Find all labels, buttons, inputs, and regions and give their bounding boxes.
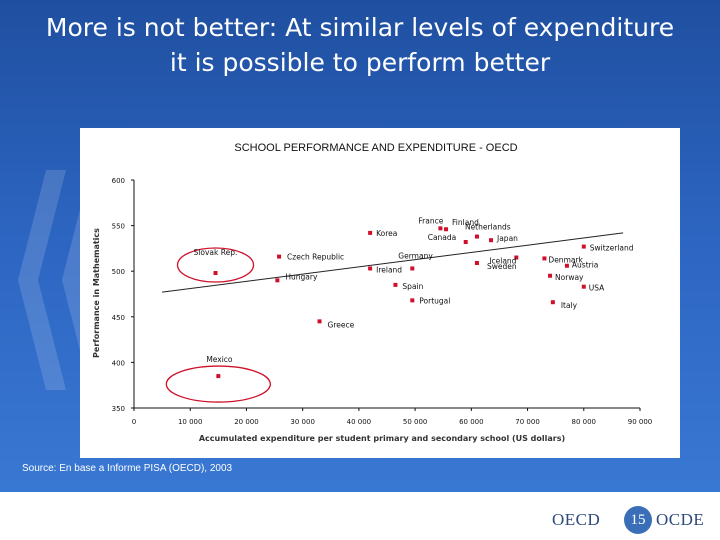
point-label-austria: Austria: [572, 261, 599, 270]
point-label-czech-republic: Czech Republic: [287, 253, 344, 262]
y-tick-label: 450: [112, 314, 125, 322]
data-point-iceland: [514, 255, 519, 260]
data-point-slovak-rep: [213, 271, 218, 276]
x-tick-label: 30 000: [290, 418, 315, 426]
point-label-norway: Norway: [555, 273, 584, 282]
y-axis-label: Performance in Mathematics: [92, 228, 101, 358]
point-label-sweden: Sweden: [487, 262, 517, 271]
point-label-portugal: Portugal: [419, 296, 450, 305]
x-tick-label: 80 000: [572, 418, 597, 426]
point-label-spain: Spain: [402, 282, 423, 291]
y-tick-label: 350: [112, 405, 125, 413]
data-point-finland: [444, 227, 449, 232]
data-point-greece: [317, 319, 322, 324]
point-label-mexico: Mexico: [206, 355, 233, 364]
x-axis-label: Accumulated expenditure per student prim…: [199, 434, 565, 443]
point-label-france: France: [418, 216, 443, 225]
chart-panel: [80, 128, 680, 458]
point-label-usa: USA: [589, 284, 605, 293]
data-point-norway: [548, 273, 553, 278]
y-tick-label: 500: [112, 268, 125, 276]
y-tick-label: 600: [112, 177, 125, 185]
point-label-slovak-rep: Slovak Rep.: [194, 248, 238, 257]
slide-title-line-2: it is possible to perform better: [169, 48, 551, 77]
point-label-korea: Korea: [376, 229, 397, 238]
data-point-korea: [368, 230, 373, 235]
x-tick-label: 40 000: [347, 418, 372, 426]
point-label-switzerland: Switzerland: [590, 244, 634, 253]
slide-title-line-1: More is not better: At similar levels of…: [45, 13, 675, 42]
x-tick-label: 20 000: [234, 418, 259, 426]
data-point-netherlands: [474, 234, 479, 239]
source-note: Source: En base a Informe PISA (OECD), 2…: [22, 463, 233, 474]
ocde-logo: OCDE: [656, 510, 705, 529]
data-point-denmark: [542, 256, 547, 261]
y-tick-label: 550: [112, 223, 125, 231]
data-point-ireland: [368, 266, 373, 271]
trend-line: [162, 232, 624, 293]
data-point-spain: [393, 282, 398, 287]
data-point-portugal: [410, 298, 415, 303]
point-label-greece: Greece: [328, 320, 355, 329]
point-label-italy: Italy: [561, 301, 578, 310]
point-label-hungary: Hungary: [285, 272, 318, 281]
data-point-germany: [410, 266, 415, 271]
data-point-mexico: [216, 374, 221, 379]
x-tick-label: 90 000: [628, 418, 653, 426]
data-point-japan: [489, 238, 494, 243]
data-point-sweden: [474, 260, 479, 265]
point-label-finland: Finland: [452, 218, 479, 227]
page-number-badge: 15: [624, 506, 652, 534]
x-tick-label: 0: [132, 418, 136, 426]
data-point-czech-republic: [277, 254, 282, 259]
point-label-netherlands: Netherlands: [465, 223, 511, 232]
data-point-switzerland: [581, 244, 586, 249]
chart-title: SCHOOL PERFORMANCE AND EXPENDITURE - OEC…: [234, 142, 517, 154]
data-point-canada: [463, 240, 468, 245]
point-label-iceland: Iceland: [489, 257, 516, 266]
point-label-germany: Germany: [398, 251, 433, 260]
slide-title: More is not better: At similar levels of…: [0, 10, 720, 80]
y-tick-label: 400: [112, 359, 125, 367]
x-tick-label: 70 000: [515, 418, 540, 426]
point-label-japan: Japan: [496, 234, 518, 243]
data-point-france: [438, 226, 443, 231]
x-tick-label: 50 000: [403, 418, 428, 426]
highlight-oval-mexico: [165, 365, 271, 403]
point-label-ireland: Ireland: [376, 265, 402, 274]
highlight-oval-slovak-rep: [176, 247, 255, 283]
data-point-italy: [550, 300, 555, 305]
point-label-canada: Canada: [428, 233, 457, 242]
x-tick-label: 60 000: [459, 418, 484, 426]
data-point-austria: [564, 263, 569, 268]
point-label-denmark: Denmark: [548, 255, 583, 264]
x-tick-label: 10 000: [178, 418, 203, 426]
footer-bar: [0, 492, 720, 540]
oecd-logo: OECD: [552, 510, 601, 529]
data-point-usa: [581, 284, 586, 289]
data-point-hungary: [275, 278, 280, 283]
